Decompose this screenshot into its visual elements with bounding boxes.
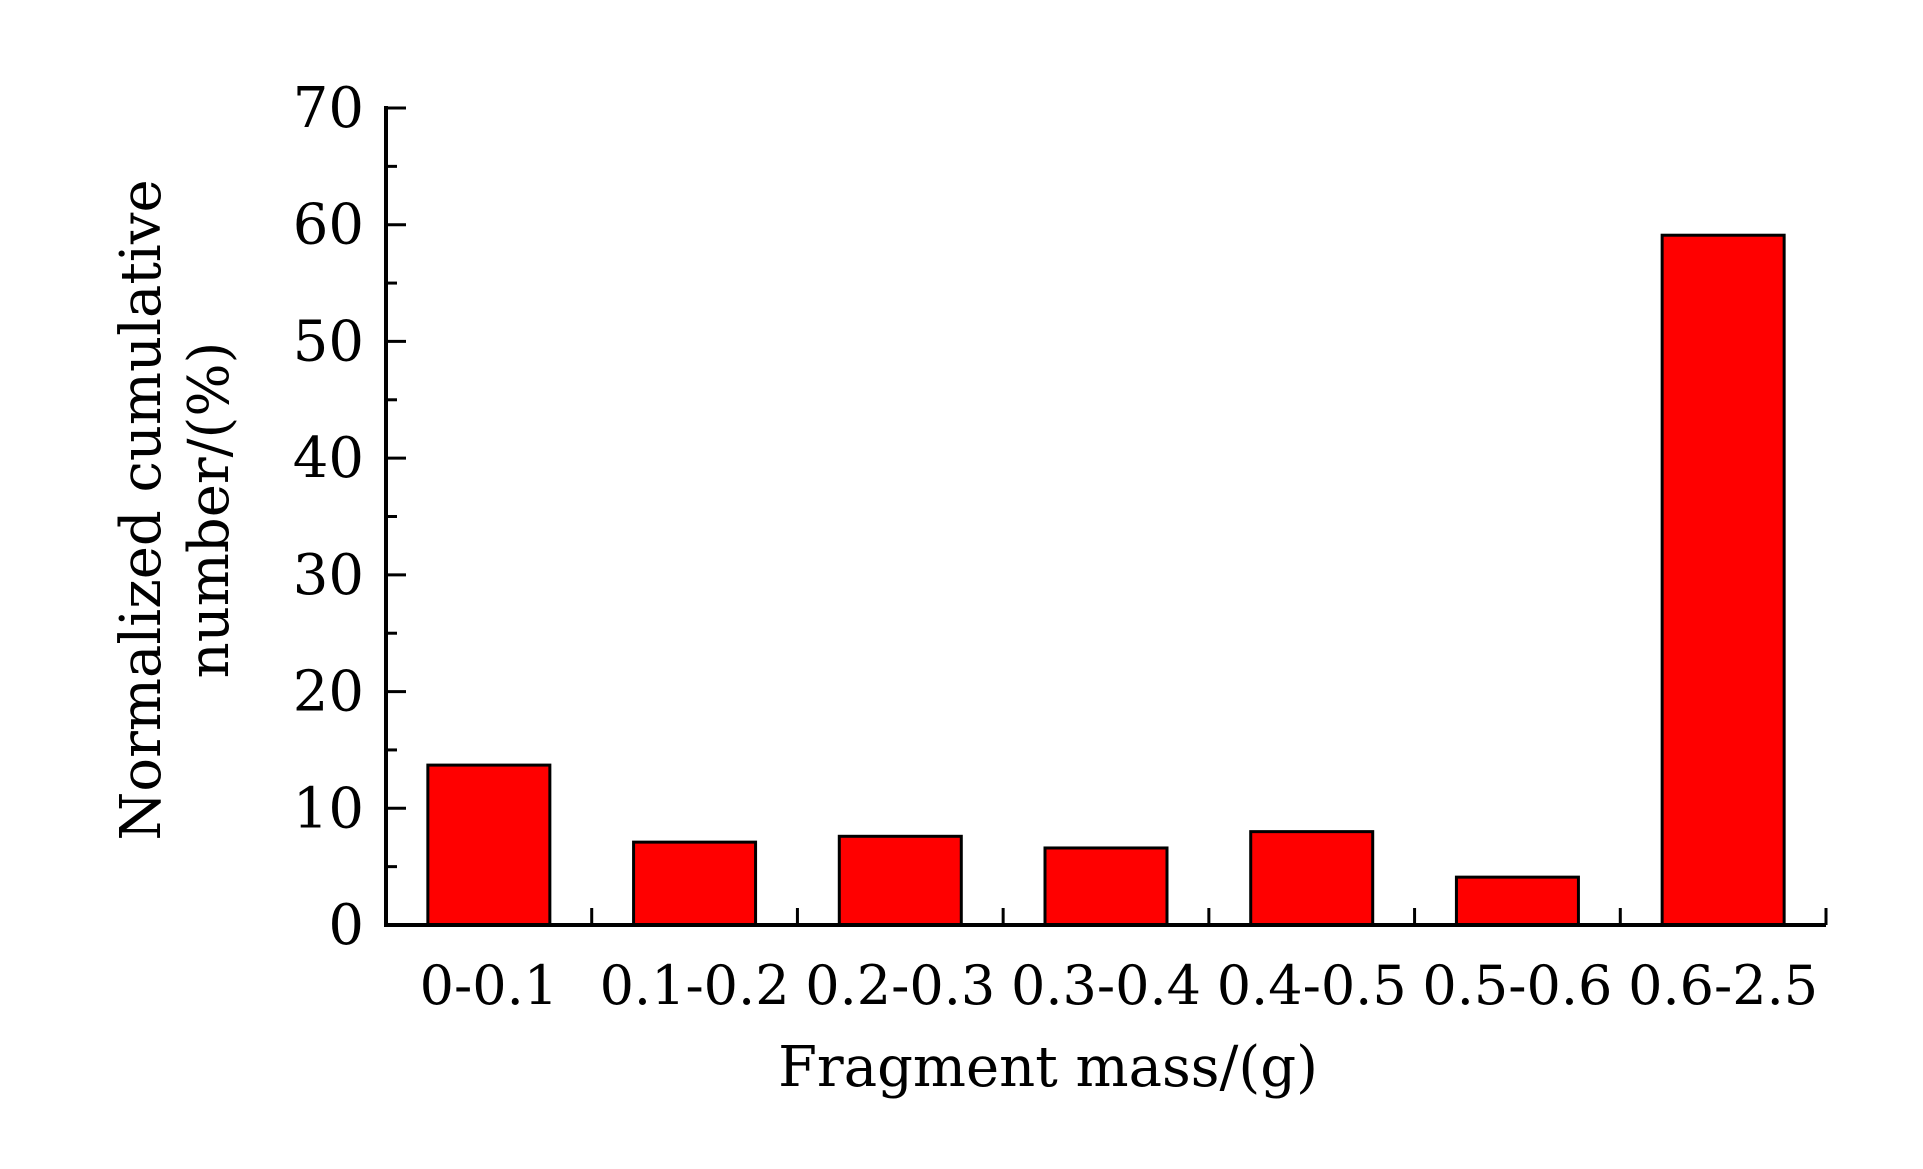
x-tick-label-0.4-0.5: 0.4-0.5 (1217, 954, 1407, 1017)
y-tick-label: 10 (293, 776, 364, 841)
y-tick-label: 20 (293, 660, 364, 725)
x-tick-label-0.1-0.2: 0.1-0.2 (600, 954, 790, 1017)
x-tick-label-0-0.1: 0-0.1 (420, 954, 558, 1017)
y-tick-label: 40 (293, 426, 364, 491)
x-tick-label-0.3-0.4: 0.3-0.4 (1011, 954, 1201, 1017)
y-ticks-group: 0 10 20 30 40 50 60 70 (293, 76, 406, 958)
axes-group (384, 106, 1826, 927)
x-tick-labels-group: 0-0.1 0.1-0.2 0.2-0.3 0.3-0.4 0.4-0.5 0.5-0.6… (420, 954, 1819, 1017)
y-tick-label: 0 (328, 893, 364, 958)
y-axis-title-line-2: number/(%) (177, 342, 242, 679)
x-tick-label-0.6-2.5: 0.6-2.5 (1628, 954, 1818, 1017)
x-axis-title: Fragment mass/(g) (778, 1035, 1318, 1100)
bar-0.5-0.6 (1454, 875, 1580, 927)
y-axis-title-line-1: Normalized cumulative (109, 179, 174, 840)
x-ticks-group (590, 908, 1828, 925)
x-tick-label-0.5-0.6: 0.5-0.6 (1422, 954, 1612, 1017)
x-tick-label-0.2-0.3: 0.2-0.3 (805, 954, 995, 1017)
bar-0.2-0.3 (837, 834, 963, 927)
bars-group (426, 233, 1786, 927)
bar-0.6-2.5 (1660, 233, 1786, 927)
y-axis-title-group: Normalized cumulative number/(%) (109, 179, 242, 840)
bar-0.1-0.2 (632, 840, 758, 927)
bar-0.4-0.5 (1249, 830, 1375, 927)
y-tick-label: 70 (293, 76, 364, 141)
y-tick-label: 30 (293, 543, 364, 608)
y-tick-label: 50 (293, 309, 364, 374)
bar-0.3-0.4 (1043, 846, 1169, 927)
bar-0-0.1 (426, 763, 552, 927)
y-tick-label: 60 (293, 193, 364, 258)
